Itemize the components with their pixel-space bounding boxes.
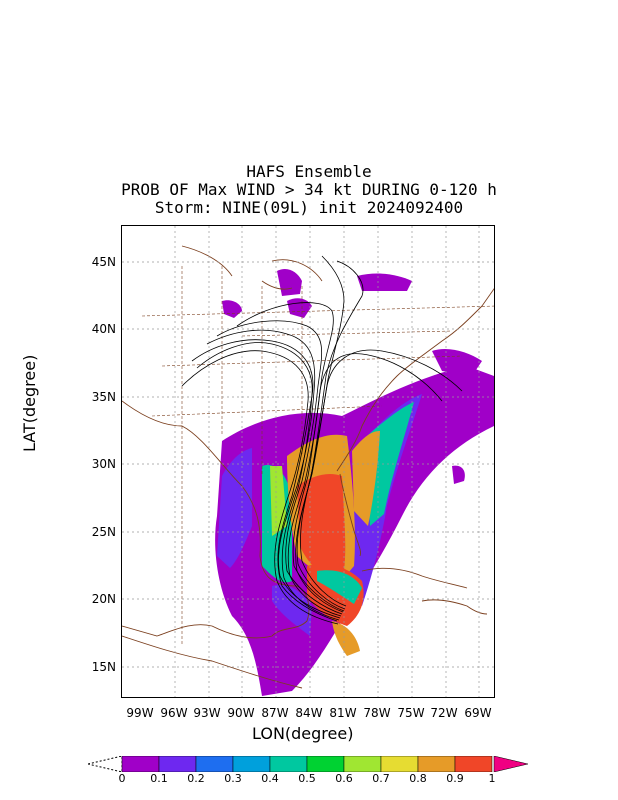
x-tick-84w: 84W bbox=[295, 706, 323, 720]
colorbar-label: 0.3 bbox=[224, 772, 242, 785]
gulf-coast bbox=[122, 400, 310, 639]
x-tick-90w: 90W bbox=[227, 706, 255, 720]
colorbar-label: 0.9 bbox=[446, 772, 464, 785]
colorbar bbox=[88, 756, 529, 772]
graticule bbox=[122, 226, 494, 697]
colorbar-cell bbox=[121, 756, 160, 772]
colorbar-label: 0.1 bbox=[150, 772, 168, 785]
colorbar-cell bbox=[417, 756, 456, 772]
colorbar-label: 0.4 bbox=[261, 772, 279, 785]
state-border-lines bbox=[141, 266, 494, 646]
x-tick-96w: 96W bbox=[160, 706, 188, 720]
x-tick-81w: 81W bbox=[329, 706, 357, 720]
prob-level-0-6 bbox=[270, 466, 287, 536]
title-line-2: PROB OF Max WIND > 34 kt DURING 0-120 h bbox=[121, 180, 497, 199]
y-tick-20n: 20N bbox=[91, 592, 116, 606]
x-tick-99w: 99W bbox=[126, 706, 154, 720]
title-line-1: HAFS Ensemble bbox=[246, 162, 372, 181]
y-tick-45n: 45N bbox=[91, 255, 116, 269]
prob-blob-midwest bbox=[222, 300, 242, 318]
ensemble-tracks bbox=[181, 255, 463, 625]
prob-level-0-8 bbox=[352, 431, 380, 526]
prob-level-0-8c bbox=[332, 621, 360, 656]
colorbar-label: 0.2 bbox=[187, 772, 205, 785]
y-tick-15n: 15N bbox=[91, 660, 116, 674]
y-tick-40n: 40N bbox=[91, 322, 116, 336]
central-america-coast bbox=[122, 635, 303, 689]
colorbar-cell bbox=[232, 756, 271, 772]
map-canvas bbox=[122, 226, 494, 697]
probability-shading bbox=[215, 269, 494, 696]
prob-blob-northeast bbox=[357, 273, 412, 291]
prob-blob-atlantic bbox=[432, 349, 482, 376]
y-axis-title: LAT(degree) bbox=[20, 354, 39, 452]
colorbar-cell bbox=[306, 756, 345, 772]
prob-blob-bahamas bbox=[452, 465, 465, 484]
x-tick-87w: 87W bbox=[261, 706, 289, 720]
colorbar-label: 0.6 bbox=[335, 772, 353, 785]
colorbar-cell bbox=[269, 756, 308, 772]
hispaniola-coast bbox=[421, 599, 488, 615]
cuba-coast bbox=[361, 567, 468, 589]
colorbar-label: 0.5 bbox=[298, 772, 316, 785]
x-axis-title: LON(degree) bbox=[252, 724, 354, 743]
x-tick-78w: 78W bbox=[363, 706, 391, 720]
colorbar-max-arrow bbox=[493, 756, 529, 772]
prob-level-0-9 bbox=[297, 474, 346, 576]
colorbar-label: 0.8 bbox=[409, 772, 427, 785]
title-line-3: Storm: NINE(09L) init 2024092400 bbox=[154, 198, 464, 217]
x-tick-93w: 93W bbox=[193, 706, 221, 720]
x-tick-72w: 72W bbox=[430, 706, 458, 720]
prob-blob-ohio bbox=[287, 298, 312, 318]
colorbar-cell bbox=[343, 756, 382, 772]
prob-blob-lakes bbox=[277, 269, 302, 296]
map-panel bbox=[121, 225, 495, 698]
colorbar-label: 0 bbox=[118, 772, 126, 785]
prob-level-0-5c bbox=[317, 570, 362, 604]
coastlines bbox=[122, 245, 494, 689]
colorbar-cell bbox=[454, 756, 493, 772]
prob-level-0-2c bbox=[272, 584, 312, 636]
colorbar-min-arrow bbox=[88, 756, 123, 772]
colorbar-label: 0.7 bbox=[372, 772, 390, 785]
x-tick-75w: 75W bbox=[397, 706, 425, 720]
great-lakes bbox=[181, 245, 323, 290]
state-borders bbox=[141, 266, 494, 646]
colorbar-label: 1 bbox=[488, 772, 496, 785]
colorbar-cell bbox=[195, 756, 234, 772]
x-tick-69w: 69W bbox=[464, 706, 492, 720]
y-tick-25n: 25N bbox=[91, 525, 116, 539]
colorbar-cells bbox=[121, 756, 493, 772]
colorbar-cell bbox=[380, 756, 419, 772]
y-tick-35n: 35N bbox=[91, 390, 116, 404]
y-tick-30n: 30N bbox=[91, 457, 116, 471]
prob-level-0-2 bbox=[217, 448, 252, 568]
colorbar-cell bbox=[158, 756, 197, 772]
